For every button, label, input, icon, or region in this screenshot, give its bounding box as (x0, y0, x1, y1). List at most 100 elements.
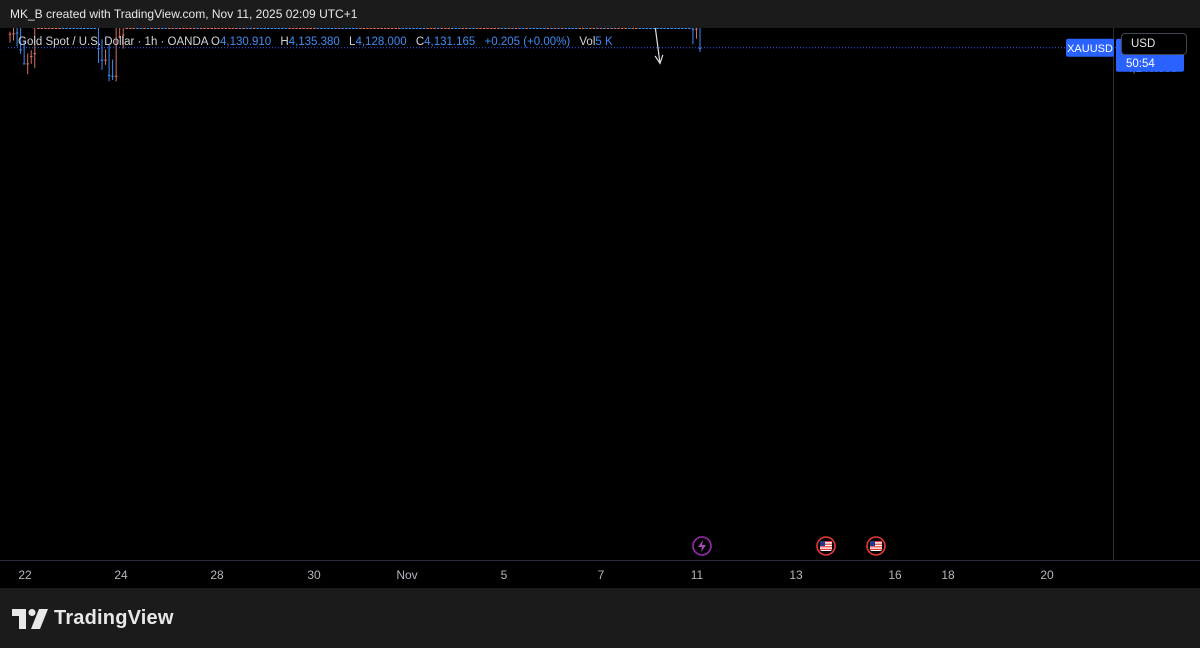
candle-body (645, 28, 649, 29)
candle-body (327, 28, 330, 29)
candle-body (37, 28, 40, 29)
candle-body (72, 28, 75, 29)
candle-body (291, 28, 295, 29)
tradingview-logo-text: TradingView (54, 607, 174, 629)
candle-body (213, 28, 217, 29)
candle-body (405, 28, 408, 29)
low-label: L (349, 36, 356, 48)
flag-canton (820, 541, 825, 546)
close-label: C (415, 36, 425, 48)
candle-body (489, 28, 493, 29)
candle-body (373, 28, 376, 29)
candle-body (656, 28, 659, 29)
candle-body (54, 28, 58, 29)
candle-body (550, 28, 553, 29)
x-tick-label: 30 (307, 568, 321, 582)
x-tick-label: 20 (1040, 568, 1054, 582)
candle-body (61, 28, 65, 29)
candle-body (93, 28, 97, 29)
candle-body (284, 28, 288, 29)
candle-body (288, 28, 291, 29)
candle-body (171, 28, 175, 29)
currency-button[interactable]: USD (1121, 33, 1187, 55)
candle-body (673, 28, 677, 29)
candle-body (249, 28, 252, 29)
candle-body (267, 28, 270, 29)
candle-body (22, 63, 26, 65)
candle-body (341, 28, 344, 29)
candle-body (136, 28, 139, 29)
candle-body (90, 28, 93, 29)
high-value: 4,135.380 (288, 36, 340, 48)
candle-body (164, 28, 167, 29)
candle-body (440, 28, 443, 29)
candle-body (210, 28, 213, 29)
footer-bar (0, 588, 1200, 648)
candle-body (688, 28, 691, 29)
candle-body (143, 28, 146, 29)
symbol-tag (1066, 38, 1114, 57)
candle-body (691, 28, 695, 30)
candle-body (369, 28, 373, 29)
candle-body (571, 28, 574, 29)
candle-body (129, 28, 132, 29)
candle-body (684, 28, 688, 29)
volume-label: Vol (579, 36, 596, 48)
candle-body (192, 28, 196, 29)
candle-body (153, 28, 157, 29)
flag-stripe (820, 541, 832, 543)
x-tick-label: 24 (114, 568, 128, 582)
candle-body (493, 28, 497, 29)
candle-body (535, 28, 539, 29)
candle-body (397, 28, 401, 29)
candle-body (528, 28, 532, 29)
candle-body (652, 28, 656, 29)
candle-body (256, 28, 259, 29)
candle-body (185, 28, 189, 29)
chart-frame: 4,140.0004,120.0004,100.0004,080.0004,06… (0, 0, 1200, 588)
flag-stripe (870, 543, 882, 545)
candle-body (167, 28, 171, 29)
candle-body (677, 28, 681, 29)
candle-body (557, 28, 560, 29)
candle-body (447, 28, 451, 29)
lightning-glyph (698, 540, 706, 552)
candle-body (302, 28, 305, 29)
tradingview-logo[interactable]: TradingView (12, 607, 174, 630)
candle-body (274, 28, 277, 29)
candle-body (238, 28, 242, 29)
candle-body (429, 28, 433, 29)
candle-body (182, 28, 185, 29)
y-tick-label: 4,120.000 (1126, 28, 1177, 29)
candle-body (635, 28, 638, 29)
candle-body (228, 28, 231, 29)
x-tick-label: 13 (789, 568, 803, 582)
candle-body (504, 28, 507, 29)
x-tick-label: Nov (396, 568, 417, 582)
candle-body (500, 28, 504, 29)
candle-body (111, 75, 114, 77)
candle-body (380, 28, 383, 29)
candle-body (79, 28, 83, 29)
candle-body (390, 28, 394, 29)
symbol-name[interactable]: Gold Spot / U.S. Dollar · 1h · OANDA (18, 36, 208, 48)
candle-body (401, 28, 405, 29)
candle-body (482, 28, 486, 29)
chart-svg[interactable]: 4,140.0004,120.0004,100.0004,080.0004,06… (0, 0, 1200, 588)
candle-body (359, 28, 362, 29)
candle-body (599, 28, 603, 29)
candle-body (419, 28, 422, 29)
high-label: H (280, 36, 289, 48)
candle-body (613, 28, 617, 29)
bar-countdown-label: 50:54 (1126, 58, 1155, 70)
candle-body (362, 28, 366, 29)
x-tick-label: 22 (18, 568, 32, 582)
candle-body (15, 32, 19, 34)
candle-body (465, 28, 468, 29)
candle-body (118, 36, 121, 38)
candle-body (617, 28, 620, 29)
candle-body (649, 28, 652, 29)
candle-body (26, 63, 29, 65)
flag-stripe (820, 546, 832, 548)
candle-body (539, 28, 543, 29)
